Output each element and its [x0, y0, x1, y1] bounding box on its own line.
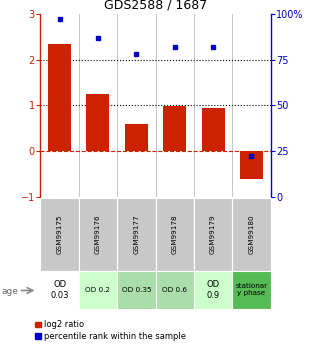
Bar [86, 94, 109, 151]
Text: GSM99178: GSM99178 [172, 215, 178, 254]
Text: OD
0.03: OD 0.03 [50, 280, 69, 299]
Bar [40, 271, 79, 309]
Title: GDS2588 / 1687: GDS2588 / 1687 [104, 0, 207, 11]
Text: OD
0.9: OD 0.9 [207, 280, 220, 299]
Text: GSM99176: GSM99176 [95, 215, 101, 254]
Text: GSM99177: GSM99177 [133, 215, 139, 254]
Text: GSM99175: GSM99175 [57, 215, 63, 254]
Text: OD 0.6: OD 0.6 [162, 287, 187, 293]
Bar [79, 271, 117, 309]
Bar [194, 198, 232, 271]
Bar [240, 151, 263, 179]
Bar [156, 271, 194, 309]
Bar [232, 198, 271, 271]
Bar [194, 271, 232, 309]
Text: GSM99179: GSM99179 [210, 215, 216, 254]
Bar [156, 198, 194, 271]
Bar [40, 198, 79, 271]
Bar [79, 198, 117, 271]
Text: OD 0.35: OD 0.35 [122, 287, 151, 293]
Legend: log2 ratio, percentile rank within the sample: log2 ratio, percentile rank within the s… [35, 321, 186, 341]
Bar [202, 108, 225, 151]
Bar [117, 198, 156, 271]
Text: age: age [2, 287, 18, 296]
Bar [232, 271, 271, 309]
Text: stationar
y phase: stationar y phase [235, 283, 267, 296]
Bar [125, 125, 148, 151]
Bar [48, 43, 71, 151]
Bar [117, 271, 156, 309]
Bar [163, 106, 186, 151]
Text: OD 0.2: OD 0.2 [86, 287, 110, 293]
Text: GSM99180: GSM99180 [248, 215, 254, 254]
